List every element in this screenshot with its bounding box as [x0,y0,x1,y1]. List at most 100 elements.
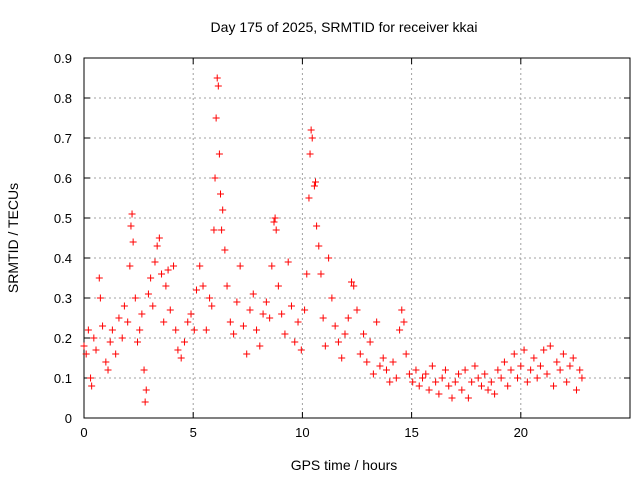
data-point [312,178,320,186]
data-point [386,378,394,386]
data-point [274,282,282,290]
data-point [366,338,374,346]
data-point [435,390,443,398]
data-point [331,322,339,330]
data-point [379,354,387,362]
data-point [471,362,479,370]
data-point [218,226,226,234]
data-point [307,126,315,134]
data-point [259,310,267,318]
data-point [523,378,531,386]
x-tick-label: 5 [190,425,197,440]
data-point [95,274,103,282]
data-point [350,282,358,290]
data-point [317,270,325,278]
data-point [348,278,356,286]
data-point [533,374,541,382]
data-point [310,182,318,190]
data-point [236,262,244,270]
y-tick-label: 0.8 [54,91,72,106]
data-point [233,298,241,306]
axis-ticks: 0 5 10 15 20 0 0.1 0.2 0.3 0.4 0.5 0.6 0.7 0.8 0.9 [54,51,630,440]
data-point [556,366,564,374]
x-tick-label: 0 [80,425,87,440]
data-point [88,382,96,390]
data-point [550,382,558,390]
data-point [99,322,107,330]
data-point [308,134,316,142]
data-point [270,218,278,226]
data-point [187,310,195,318]
data-point [223,282,231,290]
data-point [136,326,144,334]
data-point [87,374,95,382]
data-point [507,366,515,374]
data-point [144,290,152,298]
data-point [392,374,400,382]
data-point [461,366,469,374]
x-tick-label: 15 [404,425,418,440]
data-point [102,358,110,366]
data-point [294,318,302,326]
data-point [451,378,459,386]
data-point [166,306,174,314]
data-point [266,314,274,322]
data-point [572,386,580,394]
data-point [563,378,571,386]
data-point [118,334,126,342]
data-point [268,262,276,270]
data-point [202,326,210,334]
data-point [256,342,264,350]
data-point [129,238,137,246]
data-point [297,346,305,354]
data-point [213,74,221,82]
data-point [396,326,404,334]
y-tick-label: 0.7 [54,131,72,146]
data-point [192,286,200,294]
data-point [172,326,180,334]
data-point [500,358,508,366]
data-point [151,258,159,266]
data-point [514,374,522,382]
data-point [360,330,368,338]
data-point [180,338,188,346]
data-point [262,298,270,306]
data-point [127,222,135,230]
data-point [520,346,528,354]
data-point [301,306,309,314]
data-point [369,370,377,378]
data-point [338,354,346,362]
data-point [131,294,139,302]
data-point [196,262,204,270]
plot-frame [83,57,631,419]
data-point [104,366,112,374]
data-point [281,330,289,338]
data-point [217,190,224,198]
data-point [80,342,88,350]
data-point [215,150,223,158]
chart-title: Day 175 of 2025, SRMTID for receiver kka… [211,19,478,35]
data-point [158,270,166,278]
data-point [278,310,286,318]
data-point [140,366,148,374]
data-point [400,318,408,326]
data-point [402,350,410,358]
x-tick-label: 20 [514,425,528,440]
data-point [438,374,446,382]
data-point [134,338,142,346]
data-point [341,330,349,338]
data-point [305,194,313,202]
data-point [306,150,314,158]
data-point [164,266,172,274]
data-point [128,210,136,218]
data-point [138,310,146,318]
data-point [141,398,149,406]
y-tick-label: 0.5 [54,211,72,226]
data-point [405,370,413,378]
data-point [271,214,279,222]
data-point [303,270,311,278]
data-point [445,382,453,390]
data-point [219,206,227,214]
data-point [170,262,178,270]
